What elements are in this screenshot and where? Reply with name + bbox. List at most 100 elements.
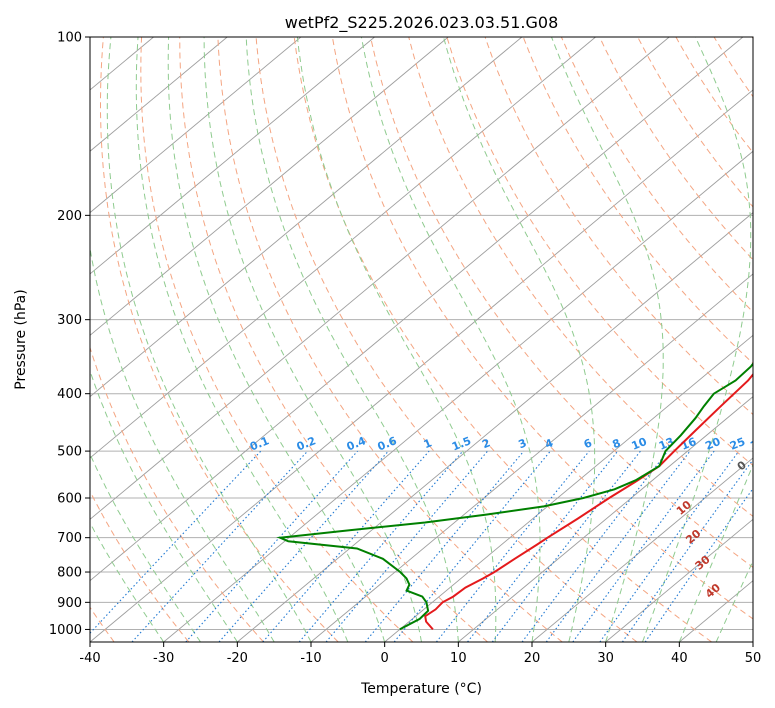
y-tick-label: 900 bbox=[57, 596, 82, 611]
dry-adiabat-line bbox=[560, 37, 753, 313]
y-axis-ticks: 1000 900 800 700 600 500 400 300 200 100 bbox=[49, 31, 90, 638]
moist-adiabat-line bbox=[203, 37, 422, 642]
y-tick-label: 800 bbox=[57, 566, 82, 581]
moist-adiabat-line bbox=[90, 452, 201, 642]
isotherm-line bbox=[163, 150, 753, 642]
moist-adiabat-line bbox=[167, 37, 386, 642]
isotherm-line bbox=[90, 37, 302, 214]
mixing-ratio-label: 16 bbox=[679, 435, 698, 453]
moist-adiabat-line bbox=[551, 37, 664, 642]
moist-adiabat-line bbox=[443, 37, 596, 642]
dry-adiabat-line bbox=[370, 37, 753, 569]
plot-area: 0.10.20.40.611.52346810131620253036-100-… bbox=[90, 37, 768, 642]
dry-adiabat-line bbox=[637, 37, 753, 208]
isotherm-line bbox=[237, 212, 753, 642]
moist-adiabat-line bbox=[678, 463, 753, 642]
moist-adiabat-line bbox=[360, 37, 541, 642]
y-tick-label: 400 bbox=[57, 387, 82, 402]
mixing-ratio-label: 8 bbox=[611, 436, 623, 451]
mixing-ratio-label: 20 bbox=[703, 435, 722, 453]
dry-adiabat-line bbox=[179, 37, 488, 642]
mixing-ratio-line bbox=[521, 450, 669, 642]
x-tick-label: 40 bbox=[671, 651, 688, 666]
mixing-ratio-label: 3 bbox=[517, 436, 529, 451]
y-tick-label: 600 bbox=[57, 492, 82, 507]
isotherm-line bbox=[90, 37, 449, 336]
moist-adiabat-line bbox=[642, 37, 752, 642]
dry-adiabat-line bbox=[90, 490, 190, 642]
temperature-profile bbox=[424, 372, 753, 631]
mixing-ratio-line bbox=[621, 458, 753, 642]
dry-adiabat-line bbox=[522, 37, 753, 364]
moist-adiabat-line bbox=[90, 521, 165, 642]
isotherm-line bbox=[384, 334, 753, 642]
mixing-ratio-line bbox=[644, 487, 753, 642]
mixing-ratio-label: 10 bbox=[630, 435, 649, 453]
y-tick-label: 300 bbox=[57, 313, 82, 328]
moist-adiabat-line bbox=[245, 37, 459, 642]
mixing-ratio-label: 1 bbox=[422, 436, 434, 451]
moist-adiabats bbox=[90, 37, 753, 642]
mixing-ratio-line bbox=[599, 450, 740, 642]
sounding-profiles bbox=[276, 362, 753, 631]
moist-adiabat-line bbox=[296, 37, 497, 642]
moist-adiabat-line bbox=[90, 369, 238, 642]
dry-adiabat-line bbox=[331, 37, 753, 620]
mixing-ratio-line bbox=[393, 450, 551, 642]
mixing-ratio-line bbox=[218, 450, 389, 642]
plot-frame bbox=[89, 36, 754, 643]
isotherm-line bbox=[605, 518, 753, 642]
isotherm-line bbox=[90, 37, 670, 520]
mixing-ratio-line bbox=[364, 450, 525, 642]
isotherm-line bbox=[90, 89, 753, 642]
mixing-ratio-line bbox=[131, 450, 309, 642]
moist-adiabat-line bbox=[90, 245, 275, 642]
mixing-ratio-label: 13 bbox=[657, 435, 676, 453]
mixing-ratio-line bbox=[467, 450, 619, 642]
y-tick-label: 100 bbox=[57, 31, 82, 46]
mixing-ratio-line bbox=[185, 450, 359, 642]
x-tick-label: 10 bbox=[450, 651, 467, 666]
x-tick-label: -40 bbox=[79, 651, 100, 666]
isotherm-line bbox=[90, 37, 228, 152]
dry-adiabat-line bbox=[293, 37, 712, 642]
dry-adiabat-line bbox=[217, 37, 563, 642]
mixing-ratio-line bbox=[262, 450, 430, 642]
x-tick-label: -20 bbox=[227, 651, 248, 666]
x-axis-ticks: -40 -30 -20 -10 0 10 20 30 40 50 bbox=[79, 642, 761, 666]
dry-adiabat-line bbox=[446, 37, 753, 466]
x-tick-label: 50 bbox=[745, 651, 762, 666]
x-tick-label: 20 bbox=[524, 651, 541, 666]
isotherm-line bbox=[458, 396, 753, 642]
mixing-ratio-label: 25 bbox=[728, 435, 747, 453]
y-tick-label: 200 bbox=[57, 209, 82, 224]
isotherm-grid bbox=[90, 37, 753, 642]
isotherm-line bbox=[90, 37, 375, 275]
dewpoint-profile bbox=[276, 362, 753, 631]
y-tick-label: 500 bbox=[57, 445, 82, 460]
mixing-ratio-line bbox=[545, 450, 691, 642]
mixing-ratio-line bbox=[90, 450, 262, 634]
x-tick-label: 30 bbox=[597, 651, 614, 666]
moist-adiabat-line bbox=[106, 37, 312, 642]
x-tick-label: -10 bbox=[300, 651, 321, 666]
mixing-ratio-label: 30 bbox=[749, 435, 768, 453]
mixing-ratio-lines bbox=[90, 450, 753, 642]
isotherm-line bbox=[90, 37, 596, 459]
y-tick-label: 1000 bbox=[49, 623, 82, 638]
chart-title: wetPf2_S225.2026.023.03.51.G08 bbox=[285, 13, 559, 33]
isotherm-line bbox=[531, 457, 753, 642]
isotherm-line bbox=[90, 37, 523, 398]
dry-adiabat-line bbox=[484, 37, 753, 416]
y-tick-label: 700 bbox=[57, 531, 82, 546]
x-tick-label: -30 bbox=[153, 651, 174, 666]
y-axis-label: Pressure (hPa) bbox=[13, 289, 29, 389]
mixing-ratio-line bbox=[572, 450, 715, 642]
mixing-ratio-label: 2 bbox=[480, 436, 492, 451]
x-axis-label: Temperature (°C) bbox=[360, 681, 482, 697]
dry-adiabats bbox=[90, 37, 753, 642]
x-tick-label: 0 bbox=[381, 651, 389, 666]
dry-adiabat-line bbox=[100, 37, 339, 642]
isotherm-line bbox=[90, 37, 744, 582]
